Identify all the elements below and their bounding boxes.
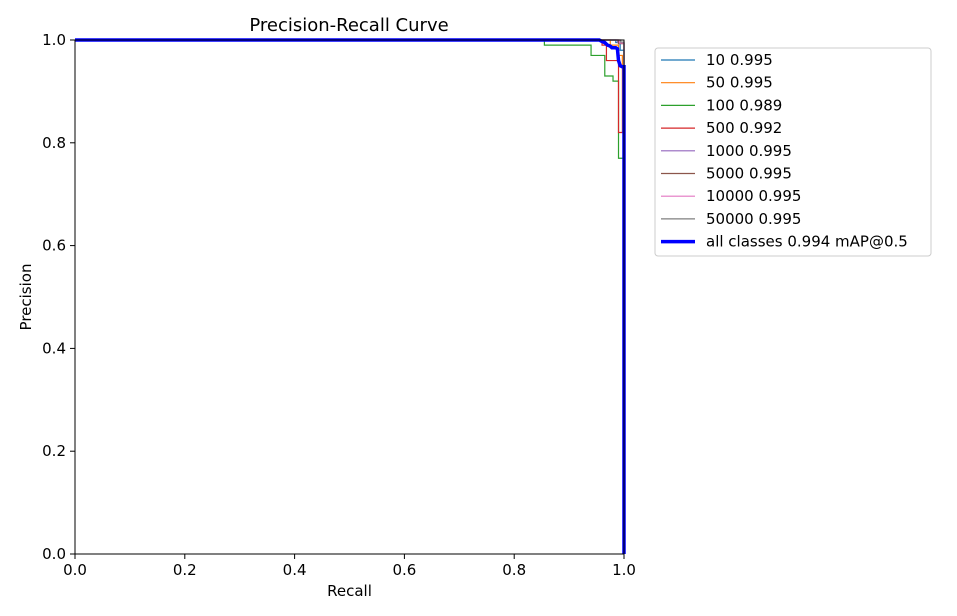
- y-tick-label: 0.2: [42, 442, 66, 460]
- x-tick-label: 0.8: [502, 561, 526, 579]
- legend-label: all classes 0.994 mAP@0.5: [706, 233, 908, 251]
- plot-frame: [75, 40, 624, 554]
- legend-label: 100 0.989: [706, 96, 782, 114]
- x-tick-label: 0.6: [392, 561, 416, 579]
- legend-box: [654, 47, 932, 257]
- x-tick-label: 1.0: [612, 561, 636, 579]
- x-axis-label: Recall: [327, 582, 372, 600]
- x-tick-label: 0.4: [283, 561, 307, 579]
- legend-items: 10 0.995 50 0.995 100 0.989 500 0.992 1000 0…: [661, 51, 908, 251]
- legend-label: 10 0.995: [706, 51, 773, 69]
- y-tick-label: 1.0: [42, 31, 66, 49]
- y-tick-label: 0.4: [42, 339, 66, 357]
- legend-label: 5000 0.995: [706, 165, 792, 183]
- y-axis-ticks: 0.0 0.2 0.4 0.6 0.8 1.0: [42, 31, 75, 563]
- plot-border: [74, 39, 625, 555]
- legend-label: 1000 0.995: [706, 142, 792, 160]
- legend-label: 10000 0.995: [706, 187, 801, 205]
- y-axis-label: Precision: [17, 264, 35, 331]
- legend-label: 50 0.995: [706, 74, 773, 92]
- y-tick-label: 0.6: [42, 237, 66, 255]
- legend-label: 500 0.992: [706, 119, 782, 137]
- x-tick-label: 0.2: [173, 561, 197, 579]
- y-tick-label: 0.0: [42, 545, 66, 563]
- plot-area: [74, 38, 626, 555]
- legend-label: 50000 0.995: [706, 210, 801, 228]
- legend: 10 0.995 50 0.995 100 0.989 500 0.992 1000 0…: [654, 47, 932, 257]
- x-axis-ticks: 0.0 0.2 0.4 0.6 0.8 1.0: [63, 554, 636, 579]
- series-line-8: [75, 38, 626, 554]
- y-tick-label: 0.8: [42, 134, 66, 152]
- x-tick-label: 0.0: [63, 561, 87, 579]
- series-line-2: [75, 39, 625, 554]
- chart-title: Precision-Recall Curve: [249, 15, 448, 36]
